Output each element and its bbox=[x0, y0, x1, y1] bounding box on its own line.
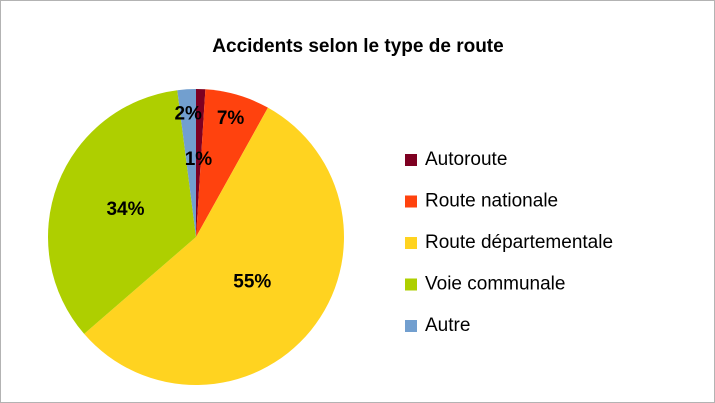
data-label: 34% bbox=[106, 199, 144, 220]
pie-slice bbox=[196, 89, 206, 237]
pie-slice bbox=[196, 89, 268, 237]
legend-label: Autre bbox=[425, 315, 470, 336]
pie-slice bbox=[177, 89, 196, 237]
pie-slice bbox=[84, 107, 344, 385]
legend-swatch bbox=[405, 154, 417, 166]
legend-swatch bbox=[405, 278, 417, 291]
data-label: 7% bbox=[217, 108, 245, 129]
legend-swatch bbox=[405, 195, 417, 208]
data-label: 2% bbox=[174, 103, 202, 124]
legend-swatch bbox=[405, 237, 417, 249]
data-label: 1% bbox=[185, 149, 213, 170]
legend-label: Autoroute bbox=[425, 149, 507, 170]
legend-label: Voie communale bbox=[425, 274, 565, 295]
legend-label: Route départementale bbox=[425, 232, 613, 253]
legend-label: Route nationale bbox=[425, 191, 558, 212]
legend-swatch bbox=[405, 320, 417, 332]
data-label: 55% bbox=[233, 272, 271, 293]
pie-slice bbox=[47, 90, 196, 334]
chart-title: Accidents selon le type de route bbox=[212, 36, 503, 57]
